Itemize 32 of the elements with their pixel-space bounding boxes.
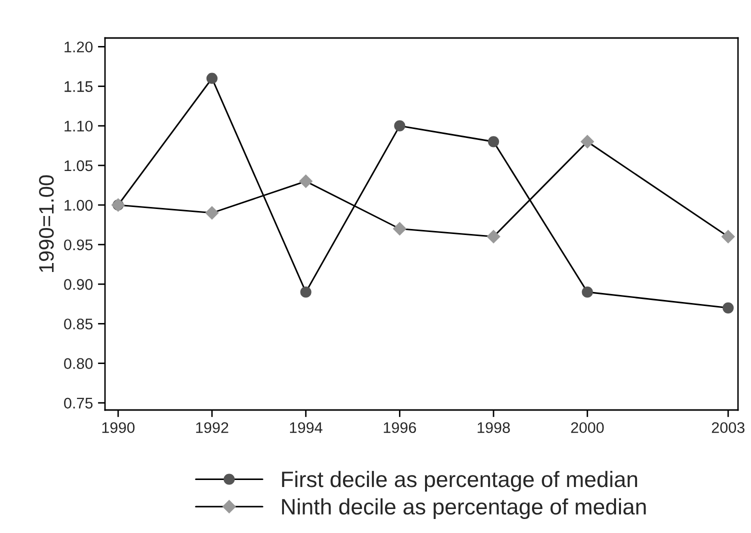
x-tick-label: 1992 [196, 422, 228, 434]
y-tick-label: 0.85 [64, 318, 93, 330]
y-tick-label: 0.80 [64, 358, 93, 369]
point [393, 222, 406, 236]
y-tick-label: 1.00 [64, 200, 93, 211]
point [486, 230, 500, 244]
x-tick-label: 2000 [571, 422, 604, 434]
point [722, 230, 735, 244]
y-tick-label: 1.05 [64, 160, 93, 172]
y-axis-title: 1990=1.00 [39, 175, 54, 272]
legend-label: Ninth decile as percentage of median [282, 498, 646, 520]
point [582, 286, 593, 298]
y-tick-label: 1.20 [64, 42, 93, 52]
point [394, 120, 406, 132]
point [722, 302, 734, 314]
x-tick-label: 1996 [384, 422, 416, 434]
legend-label: First decile as percentage of median [282, 470, 638, 492]
point [488, 136, 500, 148]
y-tick-label: 0.75 [64, 398, 93, 409]
y-tick-label: 0.95 [64, 239, 93, 250]
point [206, 72, 218, 84]
point [580, 135, 594, 148]
x-tick-label: 1990 [102, 422, 135, 434]
x-tick-label: 2003 [712, 422, 744, 434]
x-tick-label: 1994 [290, 422, 322, 434]
y-tick-label: 1.10 [64, 120, 93, 132]
y-tick-label: 0.90 [64, 279, 93, 290]
point [205, 206, 219, 220]
y-tick-label: 1.15 [64, 81, 93, 92]
point [299, 174, 312, 188]
x-tick-label: 1998 [478, 422, 510, 434]
point [300, 286, 312, 298]
